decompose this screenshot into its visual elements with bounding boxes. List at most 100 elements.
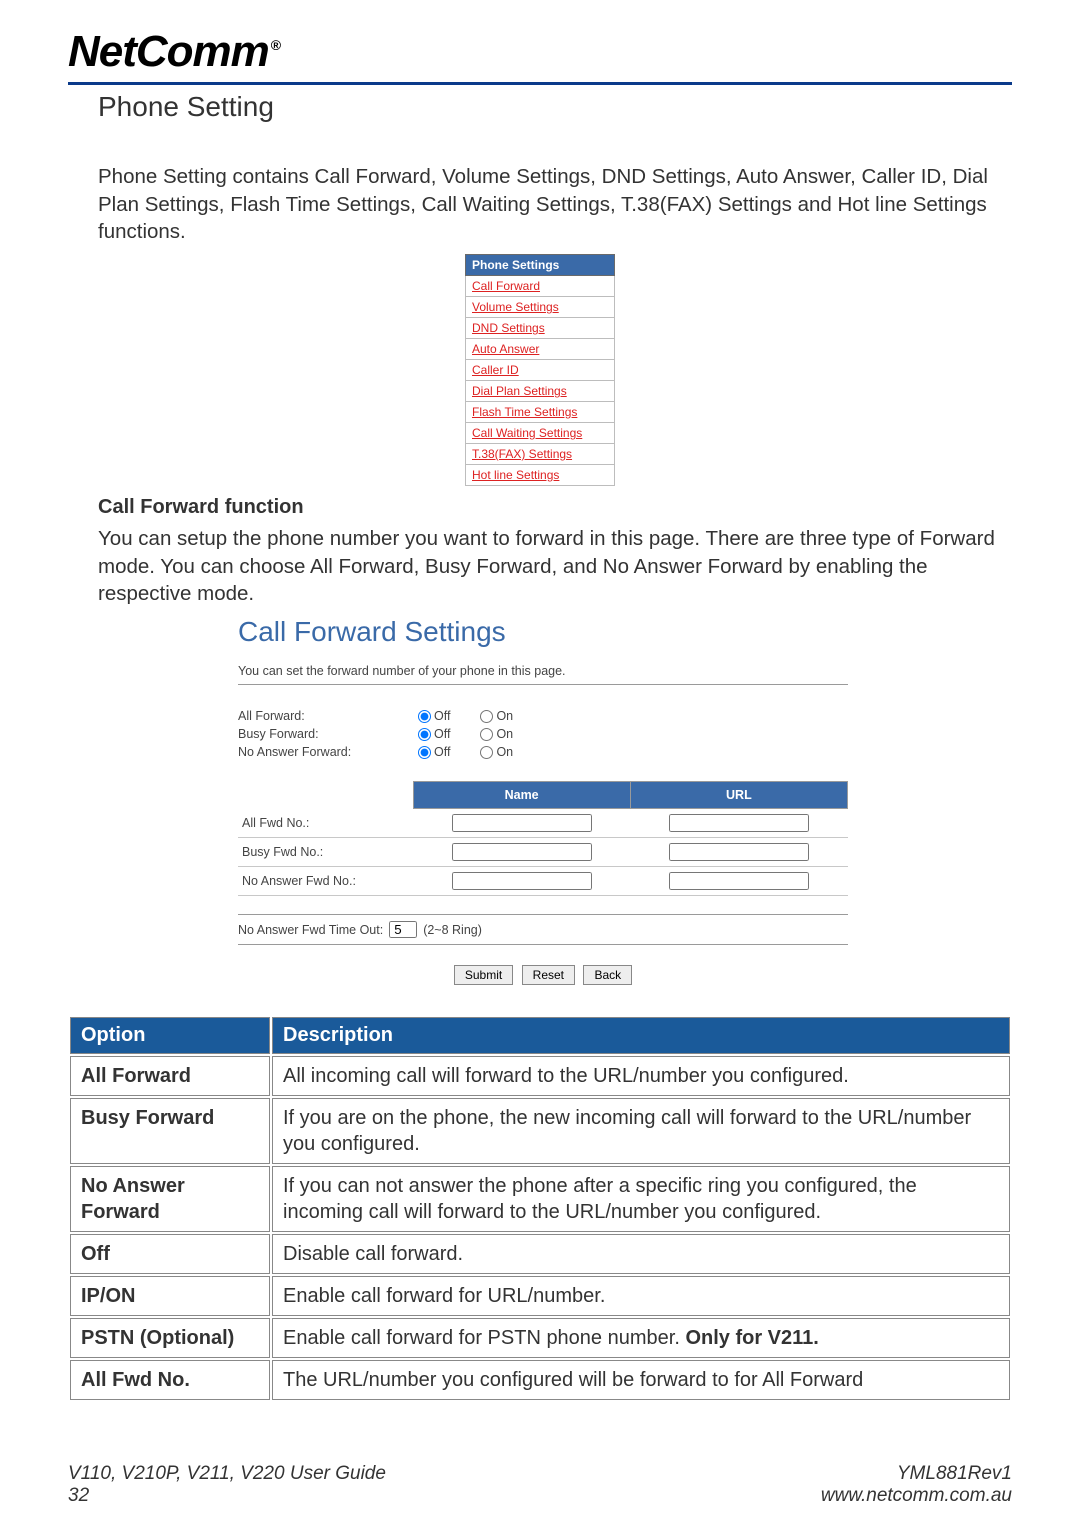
cfs-timeout-input[interactable] <box>389 921 417 938</box>
cfs-th-url: URL <box>630 782 847 809</box>
desc-text: If you can not answer the phone after a … <box>272 1166 1010 1232</box>
phone-settings-link-text[interactable]: Flash Time Settings <box>472 405 577 419</box>
cfs-name-input[interactable] <box>452 843 592 861</box>
phone-settings-nav: Phone Settings Call Forward Volume Settin… <box>465 254 615 486</box>
phone-settings-link[interactable]: Call Forward <box>465 276 615 297</box>
cfs-fwd-label: Busy Fwd No.: <box>238 838 413 867</box>
logo-row: NetComm® <box>68 30 1012 74</box>
phone-settings-link-text[interactable]: Hot line Settings <box>472 468 559 482</box>
cfs-off-option[interactable]: Off <box>418 727 450 741</box>
cfs-on-option[interactable]: On <box>480 709 513 723</box>
desc-row: All Fwd No.The URL/number you configured… <box>70 1360 1010 1400</box>
desc-row: Busy ForwardIf you are on the phone, the… <box>70 1098 1010 1164</box>
phone-settings-header: Phone Settings <box>465 254 615 276</box>
desc-row: All ForwardAll incoming call will forwar… <box>70 1056 1010 1096</box>
header-divider <box>68 82 1012 85</box>
section-title: Phone Setting <box>98 91 1012 123</box>
desc-option: All Forward <box>70 1056 270 1096</box>
phone-settings-link[interactable]: Call Waiting Settings <box>465 423 615 444</box>
cfs-option-label: All Forward: <box>238 709 418 723</box>
desc-row: No Answer ForwardIf you can not answer t… <box>70 1166 1010 1232</box>
back-button[interactable]: Back <box>583 965 632 985</box>
call-forward-settings-panel: Call Forward Settings You can set the fo… <box>238 616 848 985</box>
cfs-fwd-label: All Fwd No.: <box>238 809 413 838</box>
phone-settings-link-text[interactable]: T.38(FAX) Settings <box>472 447 572 461</box>
netcomm-logo: NetComm® <box>68 30 280 74</box>
desc-option: Busy Forward <box>70 1098 270 1164</box>
desc-text: If you are on the phone, the new incomin… <box>272 1098 1010 1164</box>
cfs-timeout-row: No Answer Fwd Time Out: (2~8 Ring) <box>238 914 848 945</box>
cfs-on-radio[interactable] <box>480 710 493 723</box>
desc-text: Enable call forward for PSTN phone numbe… <box>272 1318 1010 1358</box>
cfs-divider <box>238 684 848 685</box>
desc-row: OffDisable call forward. <box>70 1234 1010 1274</box>
phone-settings-link[interactable]: Auto Answer <box>465 339 615 360</box>
cfs-off-option[interactable]: Off <box>418 709 450 723</box>
desc-option: All Fwd No. <box>70 1360 270 1400</box>
phone-settings-link-text[interactable]: DND Settings <box>472 321 545 335</box>
desc-text: The URL/number you configured will be fo… <box>272 1360 1010 1400</box>
desc-text: All incoming call will forward to the UR… <box>272 1056 1010 1096</box>
cfs-url-input[interactable] <box>669 814 809 832</box>
phone-settings-link[interactable]: Caller ID <box>465 360 615 381</box>
phone-settings-link[interactable]: Hot line Settings <box>465 465 615 486</box>
cfs-buttons: Submit Reset Back <box>238 965 848 985</box>
phone-settings-link-text[interactable]: Dial Plan Settings <box>472 384 567 398</box>
desc-option: IP/ON <box>70 1276 270 1316</box>
desc-option: PSTN (Optional) <box>70 1318 270 1358</box>
footer-guide: V110, V210P, V211, V220 User Guide <box>68 1463 386 1485</box>
cfs-fwd-row: All Fwd No.: <box>238 809 848 838</box>
logo-text: NetComm <box>68 27 269 76</box>
footer-page-number: 32 <box>68 1485 386 1507</box>
cfs-title: Call Forward Settings <box>238 616 848 648</box>
cfs-name-input[interactable] <box>452 872 592 890</box>
cfs-description: You can set the forward number of your p… <box>238 664 848 678</box>
phone-settings-link-text[interactable]: Caller ID <box>472 363 519 377</box>
phone-settings-link-text[interactable]: Auto Answer <box>472 342 539 356</box>
phone-settings-link[interactable]: Dial Plan Settings <box>465 381 615 402</box>
cfs-fwd-row: Busy Fwd No.: <box>238 838 848 867</box>
desc-th-option: Option <box>70 1017 270 1054</box>
phone-settings-link-text[interactable]: Call Waiting Settings <box>472 426 582 440</box>
cfs-option-row: No Answer Forward:Off On <box>238 745 848 759</box>
cfs-off-option[interactable]: Off <box>418 745 450 759</box>
cfs-url-input[interactable] <box>669 843 809 861</box>
cfs-on-option[interactable]: On <box>480 745 513 759</box>
phone-settings-link-text[interactable]: Call Forward <box>472 279 540 293</box>
cfs-off-radio[interactable] <box>418 710 431 723</box>
cfs-fwd-row: No Answer Fwd No.: <box>238 867 848 896</box>
cfs-on-radio[interactable] <box>480 728 493 741</box>
intro-text: Phone Setting contains Call Forward, Vol… <box>98 163 1012 246</box>
cfs-th-name: Name <box>413 782 630 809</box>
phone-settings-link-text[interactable]: Volume Settings <box>472 300 559 314</box>
phone-settings-link[interactable]: Flash Time Settings <box>465 402 615 423</box>
phone-settings-link[interactable]: Volume Settings <box>465 297 615 318</box>
cfs-option-row: Busy Forward:Off On <box>238 727 848 741</box>
cfs-on-radio[interactable] <box>480 746 493 759</box>
phone-settings-link[interactable]: T.38(FAX) Settings <box>465 444 615 465</box>
call-forward-heading: Call Forward function <box>98 496 1012 519</box>
phone-settings-link[interactable]: DND Settings <box>465 318 615 339</box>
cfs-url-input[interactable] <box>669 872 809 890</box>
cfs-off-radio[interactable] <box>418 746 431 759</box>
desc-row: PSTN (Optional)Enable call forward for P… <box>70 1318 1010 1358</box>
cfs-timeout-hint: (2~8 Ring) <box>423 923 482 937</box>
desc-text: Disable call forward. <box>272 1234 1010 1274</box>
footer-rev: YML881Rev1 <box>821 1463 1012 1485</box>
cfs-name-input[interactable] <box>452 814 592 832</box>
cfs-forward-table: Name URL All Fwd No.:Busy Fwd No.:No Ans… <box>238 781 848 896</box>
desc-option: Off <box>70 1234 270 1274</box>
cfs-option-label: Busy Forward: <box>238 727 418 741</box>
submit-button[interactable]: Submit <box>454 965 513 985</box>
page-footer: V110, V210P, V211, V220 User Guide 32 YM… <box>68 1463 1012 1507</box>
footer-url: www.netcomm.com.au <box>821 1485 1012 1507</box>
description-table: Option Description All ForwardAll incomi… <box>68 1015 1012 1402</box>
cfs-option-label: No Answer Forward: <box>238 745 418 759</box>
reset-button[interactable]: Reset <box>522 965 575 985</box>
cfs-on-option[interactable]: On <box>480 727 513 741</box>
call-forward-text: You can setup the phone number you want … <box>98 525 1012 608</box>
cfs-option-row: All Forward:Off On <box>238 709 848 723</box>
cfs-off-radio[interactable] <box>418 728 431 741</box>
logo-registered: ® <box>271 37 280 53</box>
cfs-timeout-label: No Answer Fwd Time Out: <box>238 923 383 937</box>
